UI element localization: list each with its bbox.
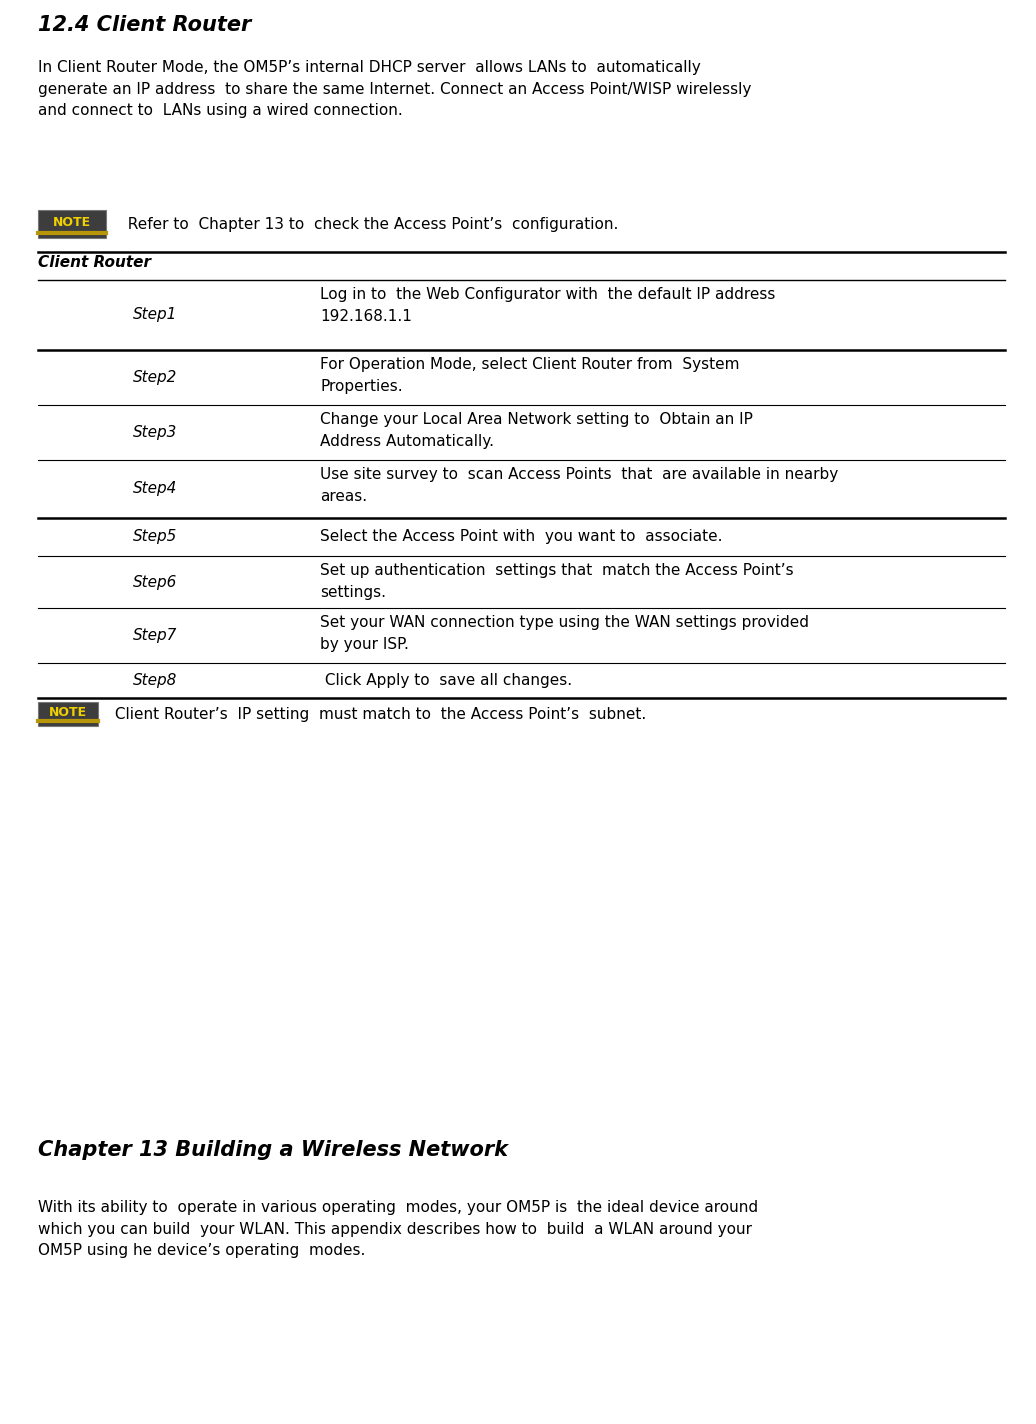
Text: Log in to  the Web Configurator with  the default IP address
192.168.1.1: Log in to the Web Configurator with the … bbox=[320, 288, 775, 323]
Text: Select the Access Point with  you want to  associate.: Select the Access Point with you want to… bbox=[320, 530, 722, 544]
Text: Step3: Step3 bbox=[133, 424, 177, 440]
Text: Step1: Step1 bbox=[133, 308, 177, 322]
Bar bbox=[38, 209, 106, 238]
Text: Step5: Step5 bbox=[133, 530, 177, 544]
Text: In Client Router Mode, the OM5P’s internal DHCP server  allows LANs to  automati: In Client Router Mode, the OM5P’s intern… bbox=[38, 60, 751, 118]
Text: Step7: Step7 bbox=[133, 628, 177, 644]
Bar bbox=[38, 702, 98, 726]
Text: Step8: Step8 bbox=[133, 674, 177, 688]
Text: Step6: Step6 bbox=[133, 574, 177, 590]
Text: Step4: Step4 bbox=[133, 481, 177, 497]
Text: NOTE: NOTE bbox=[49, 706, 87, 719]
Text: Client Router: Client Router bbox=[38, 255, 151, 271]
Text: Change your Local Area Network setting to  Obtain an IP
Address Automatically.: Change your Local Area Network setting t… bbox=[320, 412, 753, 449]
Text: NOTE: NOTE bbox=[53, 216, 91, 229]
Text: Use site survey to  scan Access Points  that  are available in nearby
areas.: Use site survey to scan Access Points th… bbox=[320, 467, 838, 504]
Text: Refer to  Chapter 13 to  check the Access Point’s  configuration.: Refer to Chapter 13 to check the Access … bbox=[118, 216, 618, 232]
Text: Set up authentication  settings that  match the Access Point’s
settings.: Set up authentication settings that matc… bbox=[320, 562, 794, 600]
Text: Step2: Step2 bbox=[133, 370, 177, 384]
Text: 12.4 Client Router: 12.4 Client Router bbox=[38, 16, 252, 36]
Text: Click Apply to  save all changes.: Click Apply to save all changes. bbox=[320, 674, 572, 688]
Text: Client Router’s  IP setting  must match to  the Access Point’s  subnet.: Client Router’s IP setting must match to… bbox=[110, 706, 646, 722]
Text: With its ability to  operate in various operating  modes, your OM5P is  the idea: With its ability to operate in various o… bbox=[38, 1200, 758, 1259]
Text: Set your WAN connection type using the WAN settings provided
by your ISP.: Set your WAN connection type using the W… bbox=[320, 615, 809, 652]
Text: Chapter 13 Building a Wireless Network: Chapter 13 Building a Wireless Network bbox=[38, 1141, 508, 1161]
Text: For Operation Mode, select Client Router from  System
Properties.: For Operation Mode, select Client Router… bbox=[320, 357, 740, 393]
